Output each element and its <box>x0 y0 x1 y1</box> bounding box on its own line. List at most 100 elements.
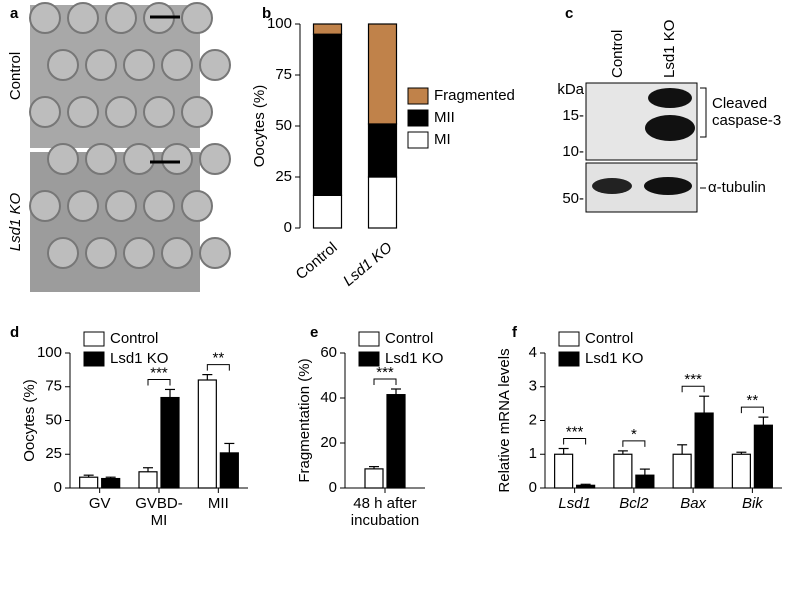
y-tick-label: 50 <box>45 411 62 428</box>
row-label: Control <box>7 52 24 100</box>
significance-bracket <box>563 438 587 445</box>
y-tick-label: 100 <box>267 15 292 32</box>
cell <box>47 237 79 269</box>
panel-label: f <box>512 324 518 341</box>
legend-label: MII <box>434 109 455 126</box>
cells <box>29 2 231 269</box>
panel-label: d <box>10 324 19 341</box>
error-bar <box>677 444 688 455</box>
row-label: Lsd1 KO <box>7 192 24 251</box>
cell <box>161 143 193 175</box>
error-bar <box>639 468 650 476</box>
legend-label: Lsd1 KO <box>385 350 443 367</box>
significance-label: *** <box>376 364 394 381</box>
y-axis-label: Relative mRNA levels <box>496 348 513 492</box>
bar-segment <box>312 33 343 196</box>
legend-label: MI <box>434 131 451 148</box>
error-bar <box>617 450 628 455</box>
bar <box>613 453 633 489</box>
bar <box>79 476 99 489</box>
cell <box>67 2 99 34</box>
cell <box>181 2 213 34</box>
legend-label: Control <box>385 330 433 347</box>
cell <box>29 96 61 128</box>
panel-label: b <box>262 5 271 22</box>
bar <box>219 452 239 489</box>
y-tick-label: 25 <box>45 445 62 462</box>
panel-label: a <box>10 5 19 22</box>
significance-bracket <box>373 378 397 385</box>
x-tick-label: GVBD- MI <box>135 495 183 529</box>
y-tick-label: 100 <box>37 344 62 361</box>
x-tick-label: Control <box>293 239 341 283</box>
cell <box>105 190 137 222</box>
y-tick-label: 0 <box>529 479 537 496</box>
y-tick-label: 4 <box>529 344 537 361</box>
bar <box>672 453 692 489</box>
bar <box>364 468 384 489</box>
significance-label: *** <box>566 423 584 440</box>
y-tick-label: 0 <box>284 219 292 236</box>
x-tick-label: Lsd1 <box>558 495 591 512</box>
panel-label: c <box>565 5 573 22</box>
cell <box>181 190 213 222</box>
bar-segment <box>312 23 343 35</box>
error-bar <box>83 474 94 478</box>
micrograph-ko <box>30 152 200 292</box>
x-tick-label: Bik <box>741 495 763 512</box>
legend-label: Lsd1 KO <box>585 350 643 367</box>
cell <box>143 190 175 222</box>
cell <box>67 96 99 128</box>
significance-label: ** <box>212 350 224 367</box>
error-bar <box>758 416 769 426</box>
cell <box>123 237 155 269</box>
y-tick-label: 25 <box>275 168 292 185</box>
y-tick-label: 75 <box>275 66 292 83</box>
x-tick-label: Bcl2 <box>619 495 649 512</box>
error-bar <box>580 483 591 486</box>
error-bar <box>143 467 153 472</box>
legend-swatch <box>558 331 580 347</box>
legend-swatch <box>407 131 429 149</box>
x-tick-label: MII <box>207 495 229 512</box>
cell <box>199 143 231 175</box>
y-tick-label: 3 <box>529 378 537 395</box>
significance-label: *** <box>684 371 702 388</box>
cell <box>67 190 99 222</box>
error-bar <box>558 447 569 455</box>
significance-label: * <box>631 426 637 443</box>
significance-bracket <box>206 364 230 371</box>
x-tick-label: Lsd1 KO <box>340 239 396 290</box>
bar-segment <box>367 123 398 178</box>
lane-label: Lsd1 KO <box>661 20 678 78</box>
significance-label: ** <box>747 392 759 409</box>
bar <box>731 453 751 489</box>
unit-label: kDa <box>557 81 584 98</box>
y-axis-label: Oocytes (%) <box>251 85 268 168</box>
cell <box>143 96 175 128</box>
cell <box>85 49 117 81</box>
significance-bracket <box>147 378 171 386</box>
cell <box>47 143 79 175</box>
marker-label: 50- <box>562 190 584 207</box>
legend-label: Lsd1 KO <box>110 350 168 367</box>
cell <box>29 190 61 222</box>
significance-label: *** <box>150 364 168 381</box>
significance-bracket <box>681 385 705 393</box>
y-tick-label: 2 <box>529 411 537 428</box>
cell <box>85 143 117 175</box>
x-tick-label: 48 h after incubation <box>350 495 420 529</box>
y-axis-label: Oocytes (%) <box>21 379 38 462</box>
bar-segment <box>312 194 343 229</box>
legend-swatch <box>83 331 105 347</box>
bar-segment <box>367 176 398 229</box>
bar <box>197 379 217 489</box>
significance-bracket <box>740 406 764 414</box>
legend-swatch <box>358 331 380 347</box>
bar <box>635 474 655 489</box>
bracket <box>700 87 707 138</box>
y-tick-label: 40 <box>320 389 337 406</box>
band-label: Cleaved caspase-3 <box>712 95 782 129</box>
cell <box>105 96 137 128</box>
legend-label: Control <box>110 330 158 347</box>
